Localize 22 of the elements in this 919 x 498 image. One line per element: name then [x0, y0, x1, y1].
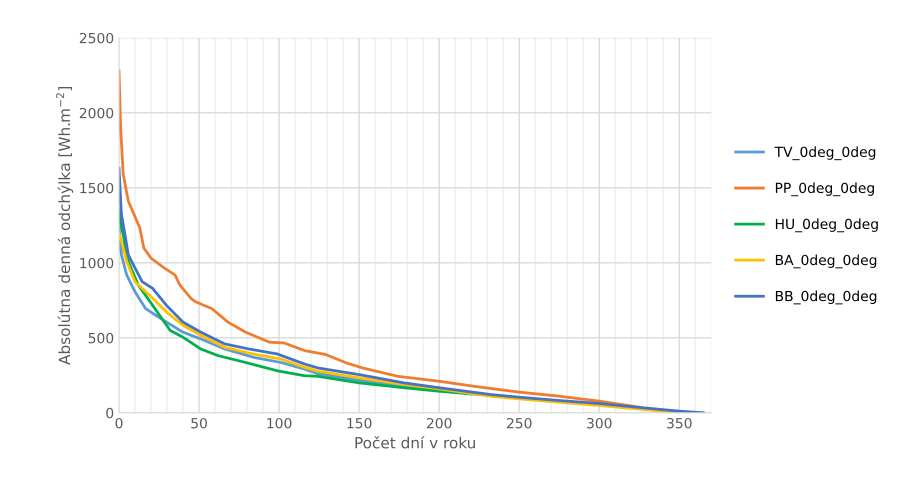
legend-label: PP_0deg_0deg — [776, 182, 874, 196]
legend-label: BB_0deg_0deg — [776, 290, 876, 304]
y-tick-label: 1000 — [80, 258, 114, 268]
line-series — [119, 166, 705, 413]
x-tick-label: 300 — [587, 418, 612, 428]
x-tick-label: 200 — [426, 418, 452, 428]
y-tick-label: 2500 — [80, 32, 114, 44]
y-tick-label: 500 — [88, 332, 114, 344]
x-tick-label: 350 — [667, 418, 692, 428]
x-tick-label: 250 — [506, 418, 532, 428]
y-tick-label: 0 — [106, 408, 114, 418]
y-tick-label: 2000 — [80, 108, 114, 118]
x-tick-label: 0 — [116, 418, 123, 428]
x-axis-title: Počet dní v roku — [355, 436, 475, 449]
legend-label: TV_0deg_0deg — [774, 146, 876, 160]
x-tick-label: 150 — [347, 418, 372, 428]
legend-label: BA_0deg_0deg — [776, 254, 876, 268]
x-tick-label: 100 — [267, 418, 292, 428]
x-tick-label: 50 — [191, 418, 207, 428]
legend-label: HU_0deg_0deg — [776, 218, 878, 232]
y-axis-title: Absolútna denná odchýlka [Wh.m$^{−2}$] — [56, 87, 74, 365]
y-tick-label: 1500 — [80, 182, 114, 194]
